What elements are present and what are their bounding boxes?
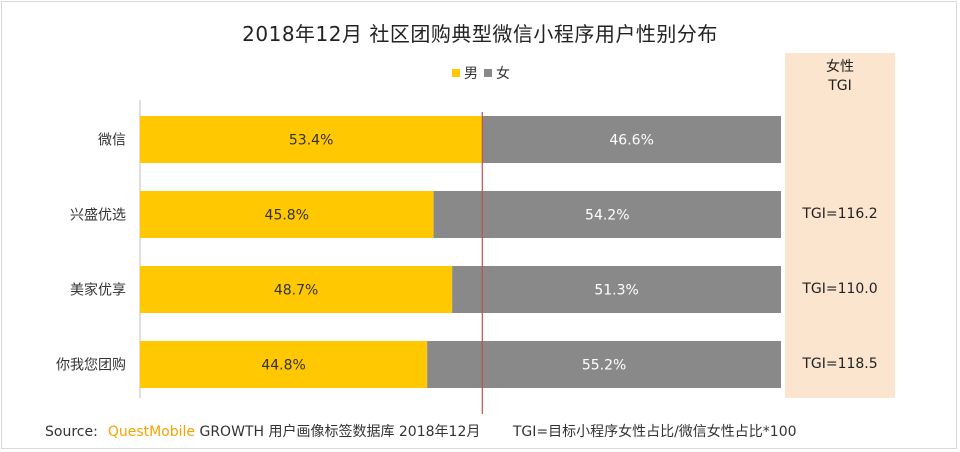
legend-item-female: 女 xyxy=(484,63,510,83)
chart-title: 2018年12月 社区团购典型微信小程序用户性别分布 xyxy=(242,22,718,46)
data-label-female-2: 51.3% xyxy=(594,283,638,299)
data-label-female-3: 55.2% xyxy=(582,358,626,374)
tgi-value-1: TGI=116.2 xyxy=(802,205,878,222)
data-label-male-1: 45.8% xyxy=(265,208,309,224)
brand-name: QuestMobile xyxy=(107,424,196,440)
bar-male-1 xyxy=(140,191,434,238)
bar-female-1 xyxy=(433,191,781,238)
tgi-header-line1: 女性 xyxy=(826,59,854,75)
legend-label-female: 女 xyxy=(496,66,510,82)
tgi-header-line2: TGI xyxy=(828,78,852,94)
tgi-value-2: TGI=110.0 xyxy=(802,280,878,297)
category-label-0: 微信 xyxy=(98,133,126,149)
source-text: GROWTH 用户画像标签数据库 2018年12月 xyxy=(199,424,481,440)
source-footer: Source: QuestMobile GROWTH 用户画像标签数据库 2018… xyxy=(45,421,797,441)
bar-male-2 xyxy=(140,266,453,313)
bar-female-3 xyxy=(427,341,781,388)
data-label-female-0: 46.6% xyxy=(609,133,653,149)
tgi-header: 女性 TGI xyxy=(785,58,895,96)
category-label-3: 你我您团购 xyxy=(56,357,126,374)
tgi-value-3: TGI=118.5 xyxy=(802,355,878,372)
legend-label-male: 男 xyxy=(464,66,478,82)
category-label-1: 兴盛优选 xyxy=(70,208,126,224)
bar-female-0 xyxy=(482,116,781,163)
chart-legend: 男 女 xyxy=(452,64,516,82)
bar-female-2 xyxy=(452,266,781,313)
tgi-formula-note: TGI=目标小程序女性占比/微信女性占比*100 xyxy=(512,424,797,440)
data-label-female-1: 54.2% xyxy=(585,208,629,224)
tgi-panel xyxy=(785,53,895,398)
legend-swatch-female xyxy=(484,69,492,77)
data-label-male-0: 53.4% xyxy=(289,133,333,149)
bar-male-3 xyxy=(140,341,428,388)
category-label-2: 美家优享 xyxy=(70,282,126,299)
data-label-male-3: 44.8% xyxy=(261,358,305,374)
source-label: Source: xyxy=(45,424,98,440)
bar-male-0 xyxy=(140,116,483,163)
legend-swatch-male xyxy=(452,69,460,77)
data-label-male-2: 48.7% xyxy=(274,283,318,299)
legend-item-male: 男 xyxy=(452,63,478,83)
